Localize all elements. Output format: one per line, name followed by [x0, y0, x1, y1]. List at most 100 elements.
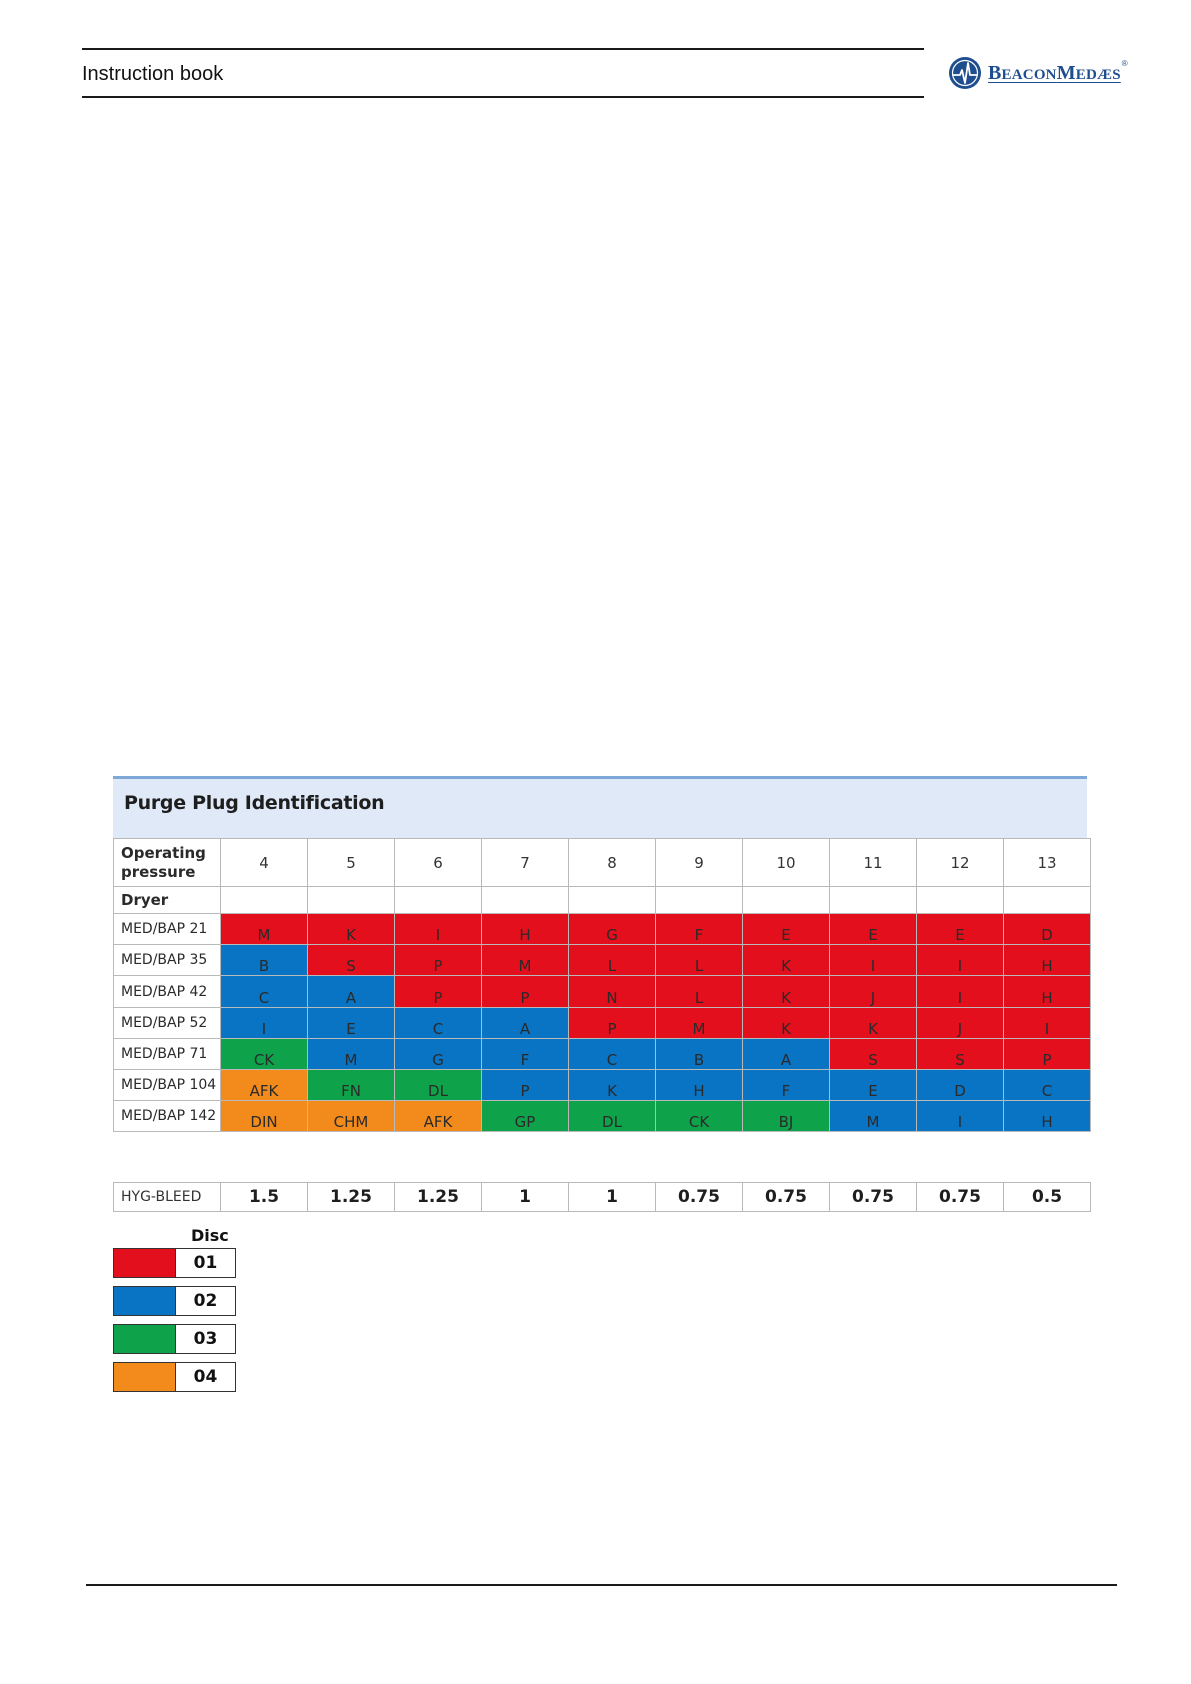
plug-code-cell: S [307, 944, 395, 976]
plug-code-cell: M [481, 944, 569, 976]
plug-code-cell: C [220, 975, 308, 1008]
pressure-value: 7 [481, 838, 569, 887]
bleed-value: 1.25 [394, 1182, 482, 1212]
plug-code-cell: N [568, 975, 656, 1008]
plug-code-cell: L [655, 975, 743, 1008]
plug-code-cell: H [481, 913, 569, 945]
pressure-value: 5 [307, 838, 395, 887]
empty-cell [829, 886, 917, 914]
plug-code-cell: K [829, 1007, 917, 1039]
dryer-row: MED/BAP 35 B S P M L L K I I H [113, 944, 1091, 976]
operating-pressure-row: Operating pressure 4 5 6 7 8 9 10 11 12 13 [113, 838, 1091, 887]
header-bottom-rule [82, 96, 924, 98]
plug-code-cell: C [394, 1007, 482, 1039]
plug-code-cell: A [307, 975, 395, 1008]
purge-plug-title: Purge Plug Identification [124, 792, 385, 814]
plug-code-cell: CK [220, 1038, 308, 1070]
plug-code-cell: G [568, 913, 656, 945]
plug-code-cell: A [742, 1038, 830, 1070]
dryer-row: MED/BAP 42 C A P P N L K J I H [113, 975, 1091, 1008]
legend-swatch [114, 1363, 176, 1391]
plug-code-cell: CK [655, 1100, 743, 1132]
plug-code-cell: F [655, 913, 743, 945]
registered-mark: ® [1121, 59, 1128, 68]
plug-code-cell: P [481, 1069, 569, 1101]
plug-code-cell: E [829, 1069, 917, 1101]
plug-code-cell: B [655, 1038, 743, 1070]
plug-code-cell: M [220, 913, 308, 945]
dryer-model: MED/BAP 35 [113, 944, 221, 976]
dryer-row: MED/BAP 71 CK M G F C B A S S P [113, 1038, 1091, 1070]
plug-code-cell: M [829, 1100, 917, 1132]
pressure-value: 12 [916, 838, 1004, 887]
legend-item: 02 [113, 1286, 236, 1316]
plug-code-cell: B [220, 944, 308, 976]
plug-code-cell: K [307, 913, 395, 945]
plug-code-cell: K [568, 1069, 656, 1101]
plug-code-cell: DIN [220, 1100, 308, 1132]
plug-code-cell: H [1003, 1100, 1091, 1132]
empty-cell [655, 886, 743, 914]
plug-code-cell: E [307, 1007, 395, 1039]
dryer-model: MED/BAP 104 [113, 1069, 221, 1101]
plug-code-cell: I [1003, 1007, 1091, 1039]
plug-code-cell: BJ [742, 1100, 830, 1132]
plug-code-cell: D [916, 1069, 1004, 1101]
bleed-value: 0.5 [1003, 1182, 1091, 1212]
plug-code-cell: F [481, 1038, 569, 1070]
plug-code-cell: P [568, 1007, 656, 1039]
bleed-value: 0.75 [655, 1182, 743, 1212]
plug-code-cell: H [1003, 975, 1091, 1008]
plug-code-cell: S [916, 1038, 1004, 1070]
plug-code-cell: DL [394, 1069, 482, 1101]
hyg-bleed-row: HYG-BLEED 1.5 1.25 1.25 1 1 0.75 0.75 0.75 0.75 0… [113, 1182, 1091, 1212]
empty-cell [916, 886, 1004, 914]
empty-cell [394, 886, 482, 914]
plug-code-cell: S [829, 1038, 917, 1070]
bleed-value: 0.75 [916, 1182, 1004, 1212]
plug-code-cell: M [655, 1007, 743, 1039]
plug-code-cell: I [916, 975, 1004, 1008]
plug-code-cell: K [742, 1007, 830, 1039]
plug-code-cell: CHM [307, 1100, 395, 1132]
plug-code-cell: D [1003, 913, 1091, 945]
plug-code-cell: P [394, 975, 482, 1008]
legend-code: 03 [193, 1329, 218, 1349]
legend-swatch [114, 1287, 176, 1315]
logo-wordmark: BEACONMEDÆS [988, 61, 1121, 84]
bleed-value: 1 [568, 1182, 656, 1212]
plug-code-cell: K [742, 944, 830, 976]
plug-code-cell: L [568, 944, 656, 976]
plug-code-cell: P [394, 944, 482, 976]
plug-code-cell: G [394, 1038, 482, 1070]
plug-code-cell: I [916, 1100, 1004, 1132]
plug-code-cell: I [394, 913, 482, 945]
pressure-value: 4 [220, 838, 308, 887]
pressure-value: 11 [829, 838, 917, 887]
empty-cell [307, 886, 395, 914]
plug-code-cell: FN [307, 1069, 395, 1101]
pressure-value: 9 [655, 838, 743, 887]
beaconmedaes-logo-icon [949, 57, 981, 89]
pressure-value: 13 [1003, 838, 1091, 887]
empty-cell [568, 886, 656, 914]
dryer-row: MED/BAP 104 AFK FN DL P K H F E D C [113, 1069, 1091, 1101]
pressure-value: 6 [394, 838, 482, 887]
dryer-row: MED/BAP 52 I E C A P M K K J I [113, 1007, 1091, 1039]
dryer-row: MED/BAP 142 DIN CHM AFK GP DL CK BJ M I H [113, 1100, 1091, 1132]
purge-plug-table: Operating pressure 4 5 6 7 8 9 10 11 12 13 Dryer MED… [113, 838, 1091, 1132]
dryer-model: MED/BAP 142 [113, 1100, 221, 1132]
dryer-row: MED/BAP 21 M K I H G F E E E D [113, 913, 1091, 945]
pressure-value: 8 [568, 838, 656, 887]
plug-code-cell: A [481, 1007, 569, 1039]
bleed-value: 1.5 [220, 1182, 308, 1212]
legend-code: 01 [193, 1253, 218, 1273]
plug-code-cell: L [655, 944, 743, 976]
plug-code-cell: E [916, 913, 1004, 945]
legend-item: 03 [113, 1324, 236, 1354]
bleed-value: 1 [481, 1182, 569, 1212]
plug-code-cell: GP [481, 1100, 569, 1132]
header-top-rule [82, 48, 924, 50]
plug-code-cell: I [829, 944, 917, 976]
plug-code-cell: P [481, 975, 569, 1008]
